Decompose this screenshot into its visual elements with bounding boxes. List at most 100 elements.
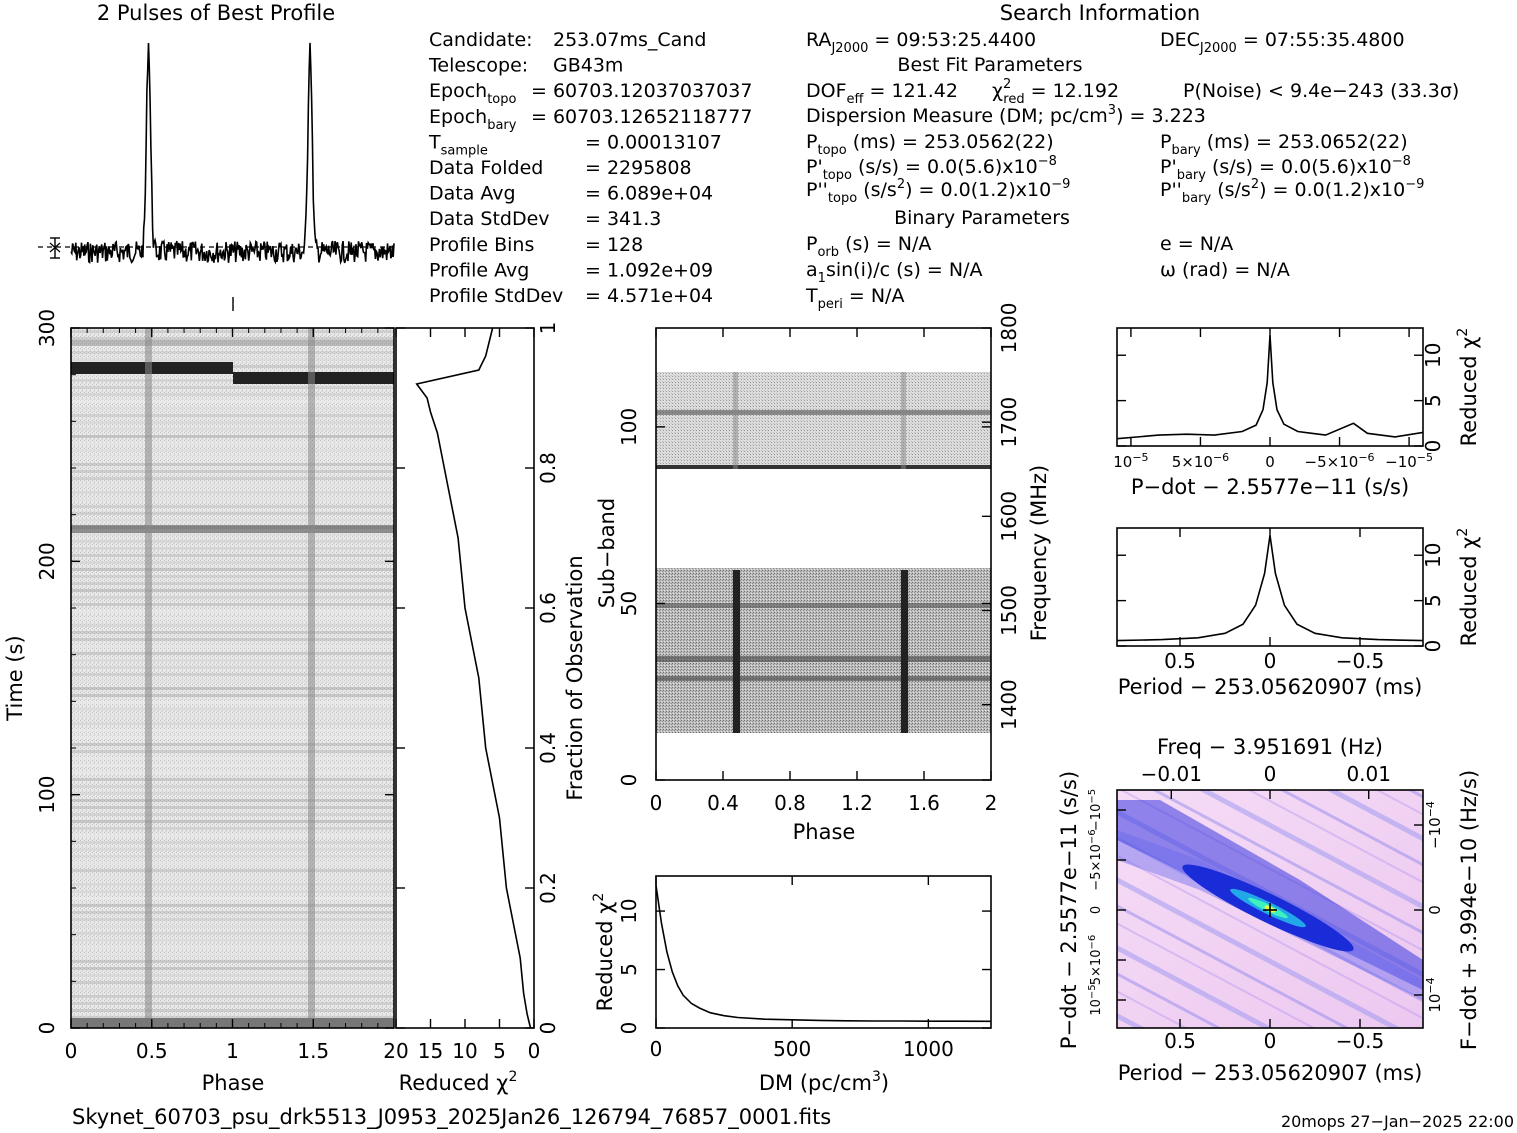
x-tick-label: 0.8	[774, 791, 806, 815]
x2-tick-label: 0	[1264, 762, 1277, 786]
y-tick-label: 0	[617, 1022, 641, 1035]
info-left-block: Candidate: 253.07ms_Cand Telescope: GB43m Ep…	[428, 29, 752, 307]
profile-line	[70, 42, 395, 266]
profile-title: 2 Pulses of Best Profile	[97, 1, 335, 25]
info-left-label: Telescope:	[428, 55, 528, 77]
y2-tick-label: 1400	[997, 679, 1021, 730]
y-tick-label: 300	[35, 309, 59, 347]
chi-time-xlabel: Reduced χ2	[399, 1069, 518, 1095]
pddbary-line: P''bary (s/s2) = 0.0(1.2)x10−9	[1160, 177, 1424, 206]
binary-header: Binary Parameters	[894, 207, 1070, 229]
subband-y2label: Frequency (MHz)	[1027, 465, 1051, 641]
chi-pdot-line	[1116, 335, 1424, 440]
info-left-label: Profile Avg	[429, 259, 529, 281]
chi-pdot-ylabel: Reduced χ2	[1455, 328, 1481, 447]
x-tick-label: 2	[985, 791, 998, 815]
x-tick-label: −0.5	[1336, 1029, 1385, 1053]
best-fit-header: Best Fit Parameters	[897, 54, 1082, 76]
y-tick-label: 5	[617, 963, 641, 976]
y-tick-label: 100	[617, 408, 641, 446]
info-left-label: Data Folded	[429, 157, 543, 179]
info-left-value: 253.07ms_Cand	[553, 29, 706, 51]
x-tick-label: 0	[1264, 1029, 1277, 1053]
ppdot-y2label: F−dot + 3.994e−10 (Hz/s)	[1457, 770, 1481, 1050]
info-left-value: = 6.089e+04	[585, 183, 713, 205]
x-tick-label: 0	[1264, 649, 1277, 673]
x-tick-label: 20	[383, 1039, 408, 1063]
info-left-label: Data StdDev	[429, 208, 550, 230]
porb-line: Porb (s) = N/A	[806, 233, 931, 260]
y2-tick-label: 0	[1426, 905, 1444, 915]
x-tick-label: 15	[418, 1039, 443, 1063]
y2-tick-label: 5	[1421, 394, 1445, 407]
pddtopo-line: P''topo (s/s2) = 0.0(1.2)x10−9	[806, 177, 1070, 206]
x-tick-label: 0	[528, 1039, 541, 1063]
x-tick-label: 0	[1265, 453, 1275, 471]
ppdot-crosshair	[1263, 903, 1277, 917]
info-left-value: = 2295808	[585, 157, 692, 179]
x-tick-label: 0	[650, 1037, 663, 1061]
info-left-label: Profile Bins	[429, 234, 534, 256]
x-tick-label: 0.4	[707, 791, 739, 815]
chi-time-line	[415, 327, 532, 1029]
ecc-line: e = N/A	[1160, 233, 1233, 255]
chi-red-line: χ2 red = 12.192	[992, 77, 1119, 107]
info-left-label: Epochbary	[429, 106, 517, 133]
ptopo-line: Ptopo (ms) = 253.0562(22)	[806, 131, 1054, 158]
x-tick-label: 1.2	[841, 791, 873, 815]
ppdot-xlabel: Period − 253.05620907 (ms)	[1118, 1061, 1423, 1085]
y-tick-label: 0	[617, 774, 641, 787]
subband-frame	[655, 327, 992, 781]
subband-ylabel: Sub−band	[595, 498, 619, 608]
x-tick-label: 0.5	[1164, 1029, 1196, 1053]
x-tick-label: 10	[452, 1039, 477, 1063]
y-tick-label: 10−5	[1087, 984, 1104, 1015]
info-left-label: Profile StdDev	[429, 285, 563, 307]
info-left-label: Tsample	[428, 131, 488, 158]
x-tick-label: 1000	[903, 1037, 954, 1061]
x-tick-label: 1.6	[908, 791, 940, 815]
y2-tick-label: 1	[536, 322, 560, 335]
y2-tick-label: 1700	[997, 397, 1021, 448]
ppdot-ylabel: P−dot − 2.5577e−11 (s/s)	[1057, 771, 1081, 1049]
y-tick-label: 10	[617, 898, 641, 923]
chi-dm-line	[655, 885, 992, 1023]
y-tick-label: 50	[617, 591, 641, 616]
info-left-value: = 60703.12652118777	[531, 106, 752, 128]
tperi-line: Tperi = N/A	[805, 285, 904, 312]
profile-error-bar	[49, 237, 61, 259]
x-tick-label: −10−5	[1385, 451, 1433, 471]
x-tick-label: 10−5	[1113, 451, 1148, 471]
dm-line: Dispersion Measure (DM; pc/cm3) = 3.223	[806, 103, 1206, 127]
y-tick-label: 0	[1089, 906, 1104, 914]
x-tick-label: −0.5	[1336, 649, 1385, 673]
info-left-value: = 4.571e+04	[585, 285, 713, 307]
chi-time-ylabel: Fraction of Observation	[563, 555, 587, 800]
info-left-value: = 1.092e+09	[585, 259, 713, 281]
x-tick-label: 0	[65, 1039, 78, 1063]
y2-tick-label: −10−4	[1424, 801, 1444, 849]
x-tick-label: 5	[493, 1039, 506, 1063]
info-left-label: Candidate:	[429, 29, 533, 51]
chi-dm-ylabel: Reduced χ2	[591, 893, 617, 1012]
y2-tick-label: 5	[1421, 594, 1445, 607]
y2-tick-label: 10−4	[1424, 977, 1444, 1012]
footer-filename: Skynet_60703_psu_drk5513_J0953_2025Jan26…	[72, 1105, 831, 1130]
x-tick-label: 1	[226, 1039, 239, 1063]
x-tick-label: 500	[773, 1037, 811, 1061]
dec-line: DECJ2000 = 07:55:35.4800	[1160, 29, 1405, 56]
y2-tick-label: 0.8	[536, 452, 560, 484]
time-phase-xlabel: Phase	[202, 1071, 265, 1095]
pdbary-line: P'bary (s/s) = 0.0(5.6)x10−8	[1160, 154, 1411, 183]
x2-tick-label: −0.01	[1141, 762, 1202, 786]
subband-heatmap	[656, 372, 991, 733]
chi-period-line	[1116, 535, 1424, 642]
x-tick-label: −5×10−6	[1305, 451, 1375, 471]
asini-line: a1sin(i)/c (s) = N/A	[806, 259, 982, 286]
dof-line: DOFeff = 121.42	[806, 80, 958, 107]
x-tick-label: 0	[650, 791, 663, 815]
chi-dm-frame	[655, 875, 992, 1029]
y2-tick-label: 0.6	[536, 592, 560, 624]
y-tick-label: −5×10−6	[1087, 829, 1104, 890]
